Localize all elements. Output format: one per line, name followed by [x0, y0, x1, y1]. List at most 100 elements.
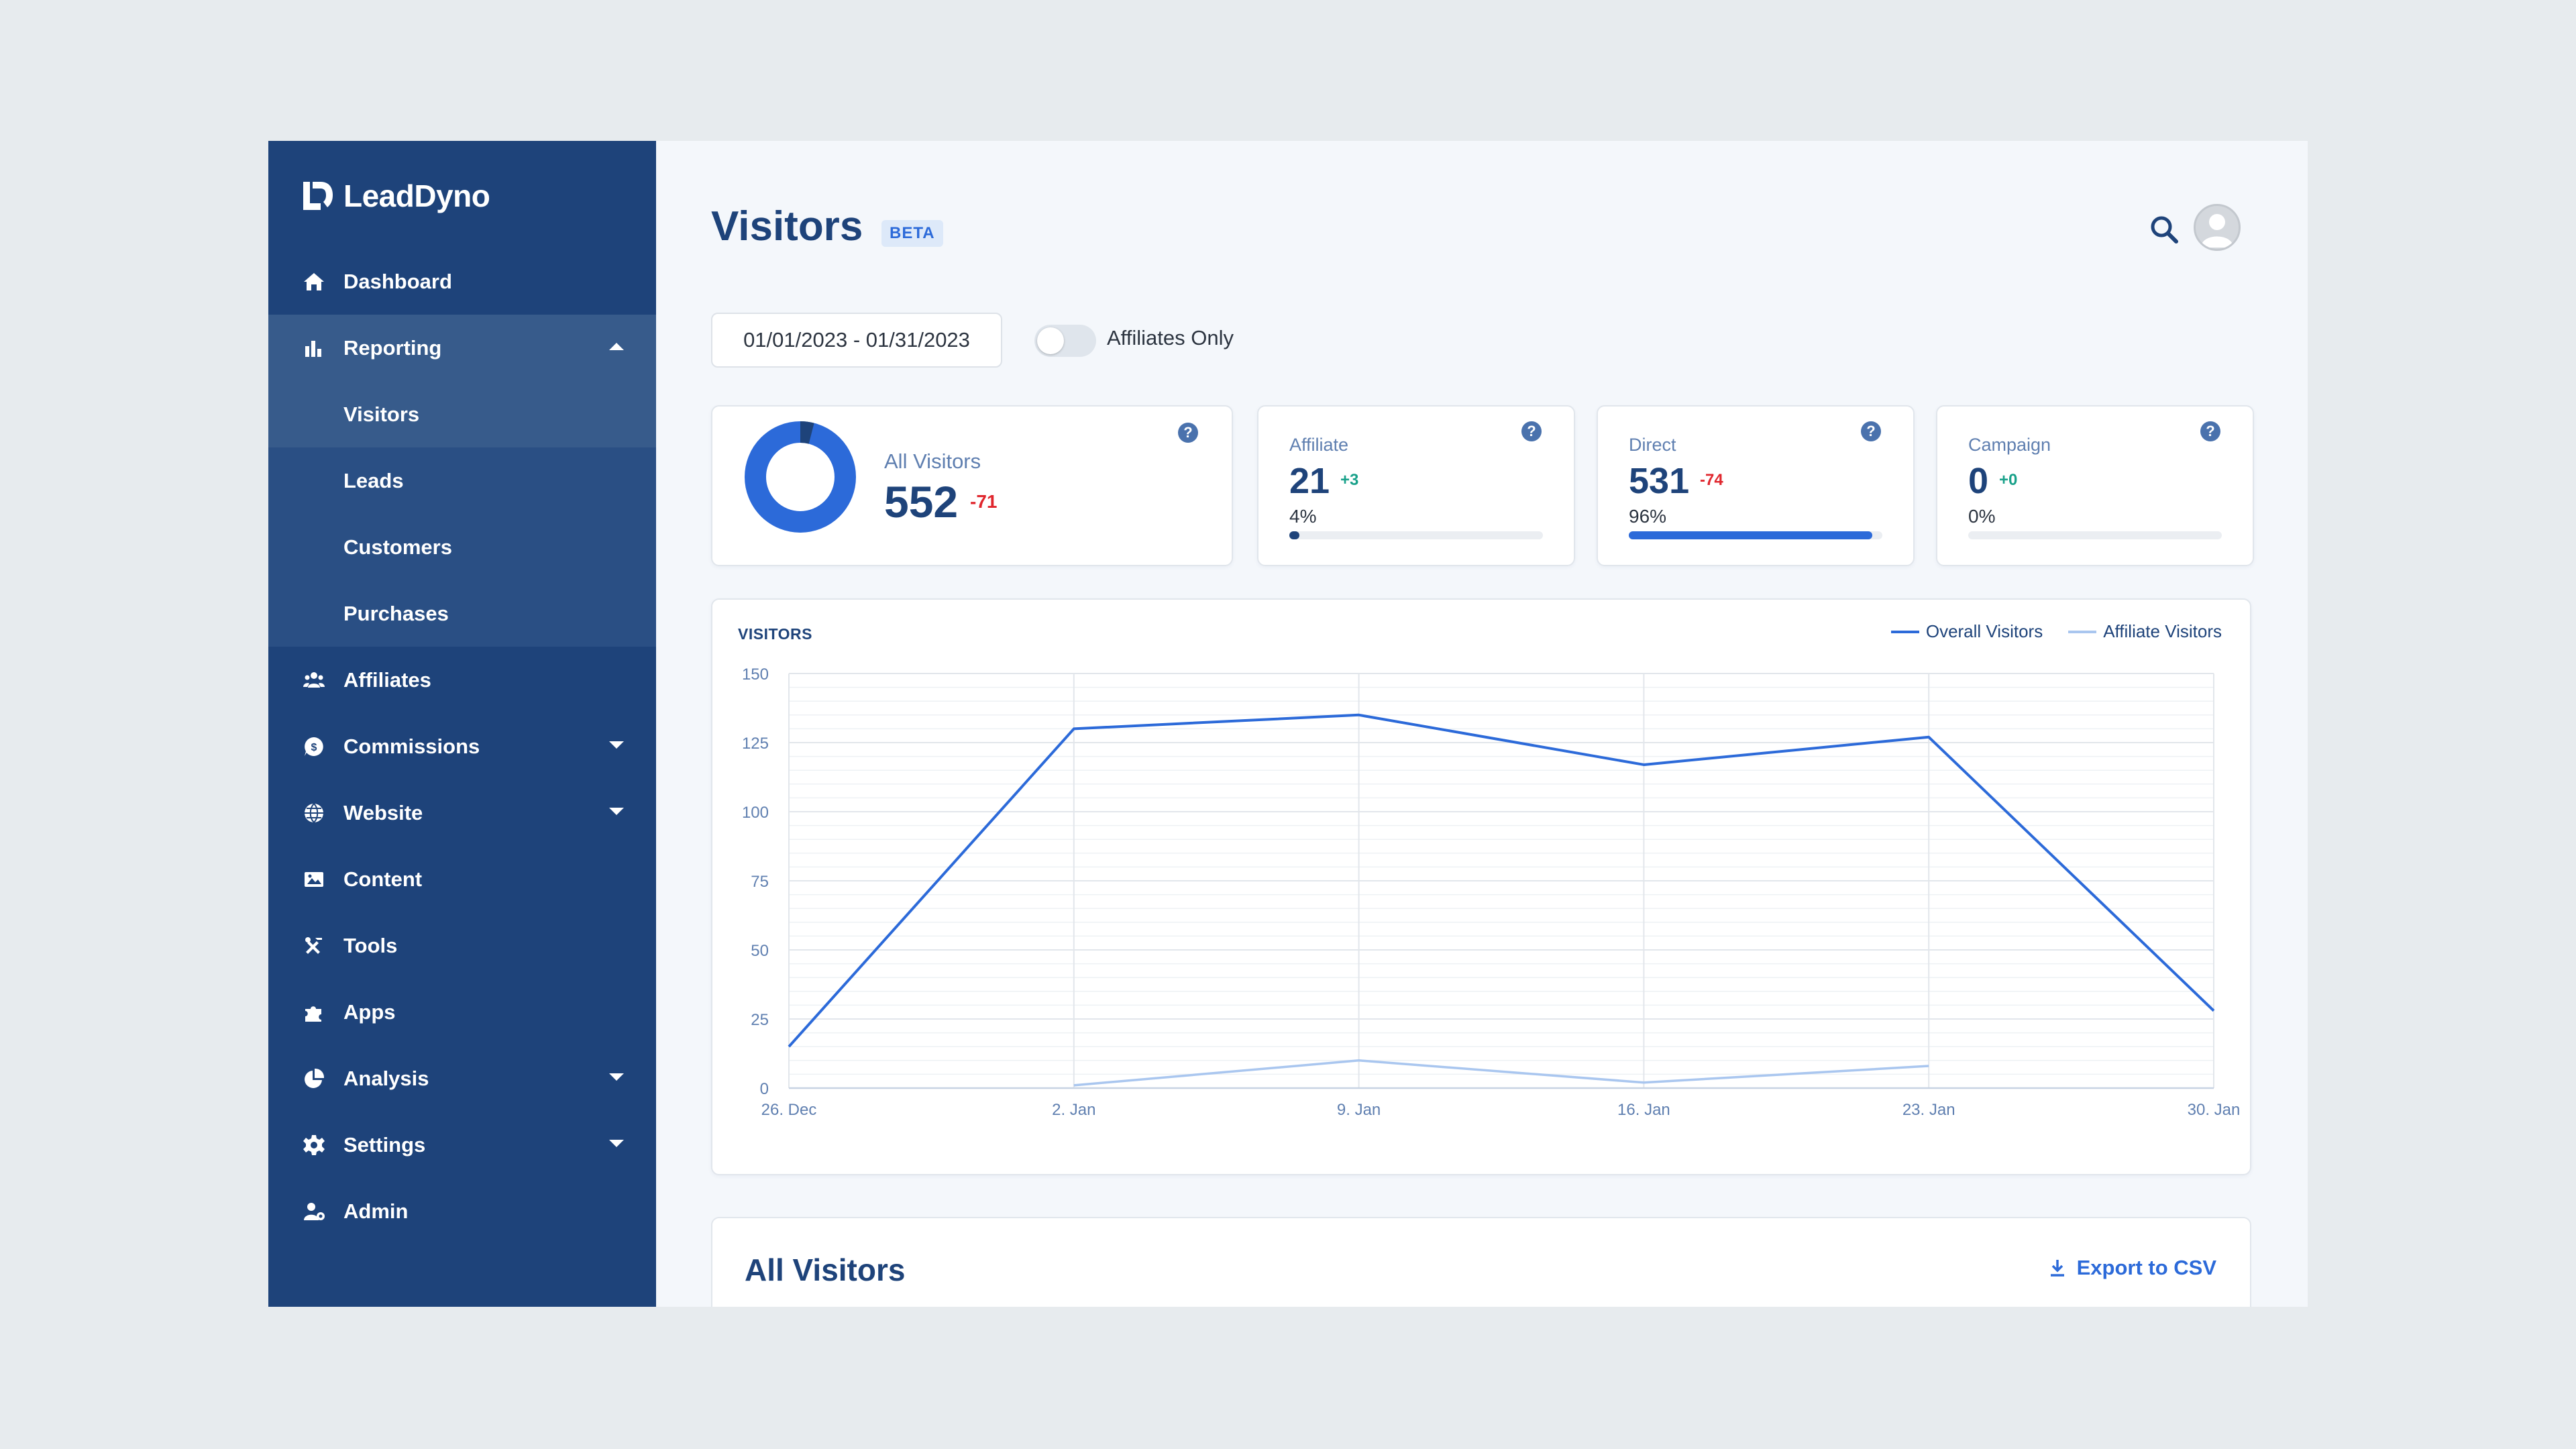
sidebar-item-apps[interactable]: Apps: [268, 979, 656, 1045]
sidebar-item-label: Admin: [343, 1199, 409, 1223]
stat-value: 552: [884, 477, 959, 527]
stat-percent: 4%: [1289, 506, 1317, 527]
sidebar-item-admin[interactable]: Admin: [268, 1178, 656, 1244]
app-window: LeadDyno Dashboard Reporting Visitors Le…: [268, 141, 2308, 1307]
y-tick-label: 125: [742, 735, 769, 753]
stat-percent: 0%: [1968, 506, 1996, 527]
sidebar-subitem-customers[interactable]: Customers: [343, 535, 452, 559]
y-tick-label: 100: [742, 804, 769, 822]
toggle-knob: [1037, 327, 1064, 354]
sidebar-item-reporting[interactable]: Reporting: [268, 315, 656, 381]
help-icon[interactable]: ?: [1178, 423, 1198, 443]
visitors-donut-chart: [745, 421, 856, 533]
sidebar-item-affiliates[interactable]: Affiliates: [268, 647, 656, 713]
export-label: Export to CSV: [2076, 1256, 2216, 1279]
home-icon: [301, 268, 327, 295]
progress-fill: [1289, 531, 1300, 539]
x-tick-label: 9. Jan: [1337, 1101, 1381, 1119]
puzzle-icon: [301, 999, 327, 1026]
y-tick-label: 25: [751, 1011, 769, 1029]
chevron-down-icon: [609, 741, 624, 749]
legend-label-affiliate[interactable]: Affiliate Visitors: [2103, 621, 2222, 641]
stat-progress-bar: [1289, 531, 1543, 539]
x-tick-label: 2. Jan: [1052, 1101, 1095, 1119]
sidebar-item-label: Commissions: [343, 734, 480, 758]
help-icon[interactable]: ?: [2200, 421, 2220, 441]
chevron-down-icon: [609, 1073, 624, 1081]
search-button[interactable]: [2145, 211, 2183, 248]
avatar[interactable]: [2194, 204, 2241, 251]
all-visitors-card: All Visitors 552 -71 ?: [711, 405, 1233, 566]
sidebar-item-label: Apps: [343, 1000, 396, 1024]
date-range-picker[interactable]: 01/01/2023 - 01/31/2023: [711, 313, 1002, 368]
x-tick-label: 16. Jan: [1617, 1101, 1670, 1119]
stat-delta: -74: [1700, 471, 1723, 489]
sidebar-nav: Dashboard Reporting Visitors Leads Custo…: [268, 248, 656, 1244]
stat-value: 0: [1968, 461, 1989, 501]
sidebar-subitem-leads[interactable]: Leads: [343, 468, 404, 492]
legend-label-overall[interactable]: Overall Visitors: [1925, 621, 2043, 641]
visitors-chart-card: VISITORS Overall Visitors Affiliate Visi…: [711, 598, 2251, 1175]
help-icon[interactable]: ?: [1861, 421, 1881, 441]
sidebar-item-analysis[interactable]: Analysis: [268, 1045, 656, 1112]
beta-badge: BETA: [881, 220, 943, 247]
y-tick-label: 75: [751, 873, 769, 891]
sidebar-item-label: Tools: [343, 933, 398, 957]
stat-progress-bar: [1629, 531, 1882, 539]
leaddyno-logo-icon: [303, 182, 333, 210]
stat-delta: +3: [1340, 471, 1359, 489]
all-visitors-panel: All Visitors Export to CSV: [711, 1217, 2251, 1307]
sidebar-subitem-purchases[interactable]: Purchases: [343, 601, 449, 625]
brand-name: LeadDyno: [343, 178, 490, 213]
y-tick-label: 50: [751, 942, 769, 960]
chevron-up-icon: [609, 342, 624, 350]
chart-legend: Overall Visitors Affiliate Visitors: [1890, 621, 2222, 642]
sidebar-item-label: Analysis: [343, 1066, 429, 1090]
sidebar-item-dashboard[interactable]: Dashboard: [268, 248, 656, 315]
sidebar: LeadDyno Dashboard Reporting Visitors Le…: [268, 141, 656, 1307]
stat-delta: -71: [970, 491, 998, 512]
stat-label: Campaign: [1968, 435, 2051, 455]
sidebar-subitem-visitors[interactable]: Visitors: [268, 381, 656, 447]
globe-icon: [301, 800, 327, 826]
users-icon: [301, 667, 327, 694]
user-gear-icon: [301, 1198, 327, 1225]
chart-title: VISITORS: [738, 625, 812, 643]
sidebar-item-label: Settings: [343, 1132, 426, 1157]
gear-icon: [301, 1132, 327, 1159]
svg-text:$: $: [311, 742, 317, 753]
stat-percent: 96%: [1629, 506, 1667, 527]
reporting-submenu: Visitors Leads Customers Purchases: [268, 381, 656, 647]
series-line-affiliate-visitors: [1073, 1059, 1929, 1087]
stat-value: 531: [1629, 461, 1690, 501]
campaign-stat-card: Campaign 0 +0 0% ?: [1936, 405, 2254, 566]
series-line-overall-visitors: [788, 713, 2215, 1048]
sidebar-item-settings[interactable]: Settings: [268, 1112, 656, 1178]
search-icon: [2151, 216, 2178, 244]
brand-logo[interactable]: LeadDyno: [301, 174, 490, 217]
stat-delta: +0: [1999, 471, 2018, 489]
stat-label: Affiliate: [1289, 435, 1349, 455]
stat-progress-bar: [1968, 531, 2222, 539]
bar-chart-icon: [301, 335, 327, 362]
donut-direct-segment: [745, 421, 856, 533]
affiliate-stat-card: Affiliate 21 +3 4% ?: [1257, 405, 1575, 566]
sidebar-item-website[interactable]: Website: [268, 780, 656, 846]
sidebar-item-tools[interactable]: Tools: [268, 912, 656, 979]
affiliates-only-toggle[interactable]: [1034, 325, 1096, 357]
money-icon: $: [301, 733, 327, 760]
main-content: Visitors BETA 01/01/2023 - 01/31/2023 Af…: [656, 141, 2308, 1307]
export-csv-button[interactable]: Export to CSV: [2047, 1256, 2216, 1280]
sidebar-item-content[interactable]: Content: [268, 846, 656, 912]
chevron-down-icon: [609, 1139, 624, 1147]
sidebar-item-label: Affiliates: [343, 667, 431, 692]
chevron-down-icon: [609, 807, 624, 815]
image-icon: [301, 866, 327, 893]
progress-fill: [1629, 531, 1872, 539]
sidebar-item-commissions[interactable]: $ Commissions: [268, 713, 656, 780]
stat-value: 21: [1289, 461, 1330, 501]
tools-icon: [301, 932, 327, 959]
pie-chart-icon: [301, 1065, 327, 1092]
visitors-line-chart: 0 25 50 75 100 125 150 26. Dec 2. Jan 9. Jan 16. J…: [742, 665, 2240, 1119]
help-icon[interactable]: ?: [1521, 421, 1542, 441]
